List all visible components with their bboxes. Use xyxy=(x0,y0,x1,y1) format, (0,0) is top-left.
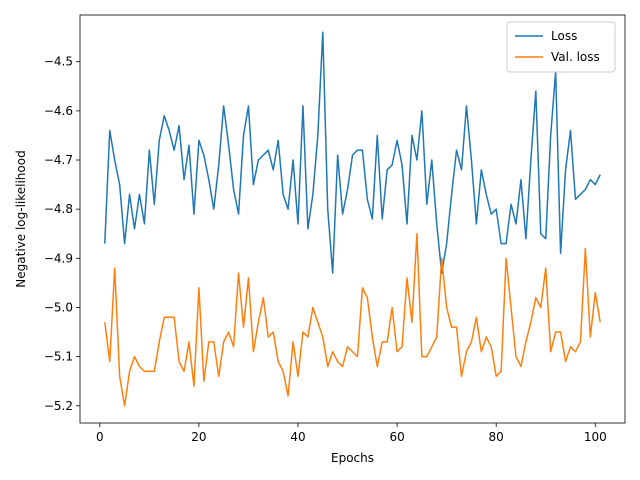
y-tick-label: −5.1 xyxy=(44,350,73,364)
x-axis-ticks: 0 20 40 60 80 100 xyxy=(96,423,607,444)
series-line-loss xyxy=(104,31,601,274)
x-tick-label: 40 xyxy=(290,430,305,444)
y-tick-label: −4.7 xyxy=(44,153,73,167)
legend-label: Loss xyxy=(551,29,577,43)
y-tick-label: −4.5 xyxy=(44,55,73,69)
y-tick-label: −5.0 xyxy=(44,300,73,314)
plot-frame xyxy=(79,14,626,424)
y-tick-label: −4.8 xyxy=(44,202,73,216)
legend-box xyxy=(506,21,616,73)
legend-label: Val. loss xyxy=(551,50,600,64)
legend: Loss Val. loss xyxy=(506,21,616,73)
plot-area xyxy=(80,15,625,423)
series-line-val-loss xyxy=(104,233,601,407)
x-axis-label: Epochs xyxy=(331,451,374,465)
x-tick-label: 100 xyxy=(584,430,607,444)
x-tick-label: 80 xyxy=(489,430,504,444)
y-tick-label: −4.9 xyxy=(44,251,73,265)
series-layer xyxy=(104,31,601,407)
x-tick-label: 60 xyxy=(389,430,404,444)
y-axis-label: Negative log-likelihood xyxy=(14,150,28,287)
y-axis-ticks: −5.2 −5.1 −5.0 −4.9 −4.8 −4.7 −4.6 −4.5 xyxy=(44,55,80,413)
y-tick-label: −5.2 xyxy=(44,399,73,413)
y-tick-label: −4.6 xyxy=(44,104,73,118)
x-tick-label: 20 xyxy=(191,430,206,444)
x-tick-label: 0 xyxy=(96,430,104,444)
